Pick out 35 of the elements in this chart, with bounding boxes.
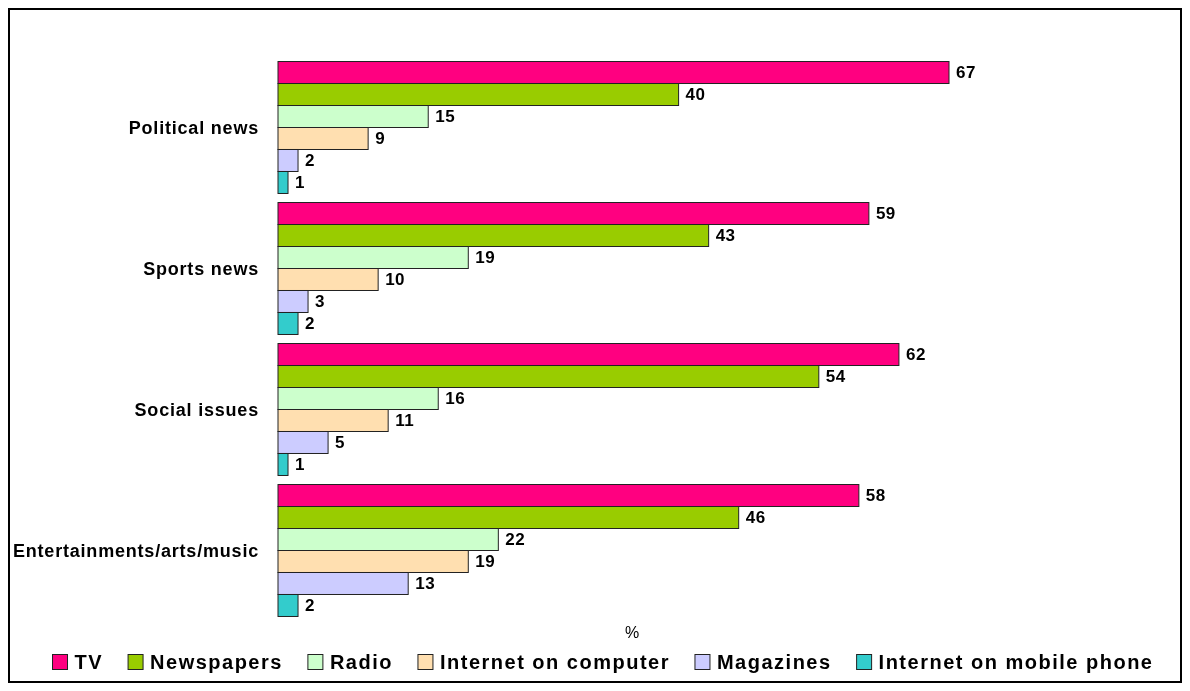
data-label: 2 [305,313,315,333]
data-label: 3 [315,291,326,311]
data-label: 2 [305,150,315,170]
data-label: 43 [715,226,736,246]
y-tick-label: Sports news [143,258,259,279]
data-label: 16 [445,389,466,408]
y-tick-label: Entertainments/arts/music [12,540,259,561]
data-label: 15 [435,107,456,126]
data-label: 9 [375,129,386,148]
y-tick-label: Political news [128,117,259,138]
legend-label: Newspapers [150,651,283,673]
legend-label: Internet on computer [439,651,670,673]
data-label: 1 [295,172,305,192]
data-label: 5 [335,432,346,452]
data-label: 13 [415,573,436,593]
legend-label: Internet on mobile phone [878,651,1154,673]
data-label: 59 [875,204,896,224]
data-label: 46 [745,508,766,528]
data-label: 1 [295,454,305,474]
legend-label: TV [74,651,104,673]
data-label: 54 [825,367,846,387]
data-label: 11 [395,411,415,430]
legend-label: Magazines [716,651,832,673]
data-label: 19 [475,552,496,571]
data-label: 22 [505,530,526,549]
data-label: 10 [385,270,406,289]
y-tick-label: Social issues [134,399,259,420]
x-axis-title: % [624,623,640,641]
data-label: 19 [475,248,496,267]
data-label: 2 [305,595,315,615]
legend-label: Radio [329,651,393,673]
data-label: 40 [685,85,706,105]
data-label: 58 [865,486,886,506]
data-label: 67 [956,63,976,83]
data-label: 62 [905,345,926,365]
